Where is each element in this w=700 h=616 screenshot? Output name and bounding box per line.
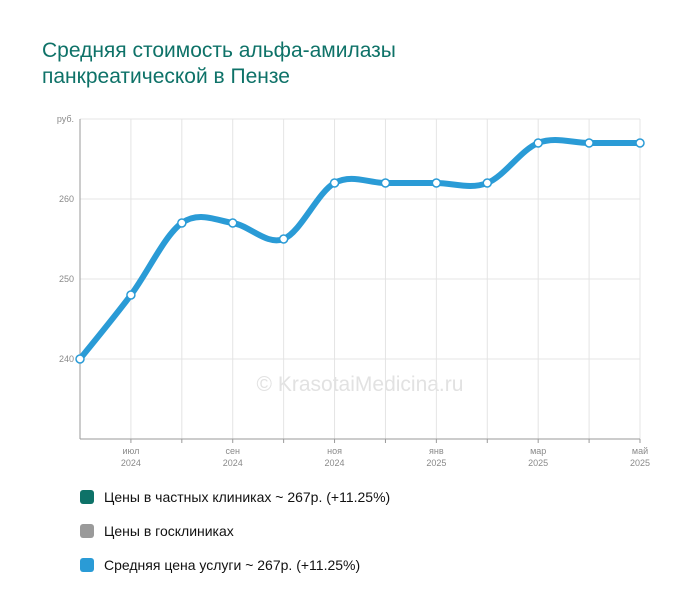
x-tick-year-label: 2024 <box>223 458 243 468</box>
data-point <box>584 138 594 148</box>
chart-title-line-2: панкреатической в Пензе <box>42 65 290 88</box>
legend-label: Цены в госклиниках <box>104 523 234 539</box>
watermark: © KrasotaiMedicina.ru <box>257 373 464 396</box>
data-point <box>533 138 543 148</box>
chart-title: Средняя стоимость альфа-амилазы панкреат… <box>42 38 642 90</box>
x-tick-year-label: 2024 <box>121 458 141 468</box>
legend-item: Цены в частных клиниках ~ 267р. (+11.25%… <box>80 488 390 506</box>
data-point <box>380 178 391 188</box>
line-chart: © KrasotaiMedicina.ru 240 250 260 руб. июл 202… <box>57 114 650 468</box>
legend-swatch <box>80 558 94 572</box>
data-point <box>329 178 340 188</box>
series-line <box>77 137 643 362</box>
x-tick-month-label: июл <box>122 446 139 456</box>
legend: Цены в частных клиниках ~ 267р. (+11.25%… <box>80 488 390 590</box>
data-point <box>75 354 85 364</box>
legend-label: Средняя цена услуги ~ 267р. (+11.25%) <box>104 557 361 573</box>
y-unit-label: руб. <box>57 114 74 124</box>
data-point <box>482 178 493 188</box>
data-point <box>126 290 136 300</box>
x-tick-year-label: 2025 <box>426 458 446 468</box>
legend-swatch <box>80 490 94 504</box>
data-point <box>635 138 645 148</box>
x-tick-month-label: май <box>632 446 648 456</box>
x-tick-month-label: ноя <box>327 446 342 456</box>
data-point <box>227 218 238 228</box>
x-tick-year-label: 2024 <box>325 458 345 468</box>
chart-title-line-1: Средняя стоимость альфа-амилазы <box>42 39 396 62</box>
y-tick-label: 250 <box>59 274 74 284</box>
y-tick-label: 260 <box>59 194 74 204</box>
x-tick-year-label: 2025 <box>630 458 650 468</box>
legend-item: Цены в госклиниках <box>80 522 390 540</box>
legend-item: Средняя цена услуги ~ 267р. (+11.25%) <box>80 556 390 574</box>
x-tick-year-label: 2025 <box>528 458 548 468</box>
data-point <box>278 234 289 244</box>
x-tick-month-label: мар <box>530 446 546 456</box>
data-point <box>177 218 187 228</box>
legend-swatch <box>80 524 94 538</box>
y-tick-label: 240 <box>59 354 74 364</box>
x-tick-month-label: сен <box>225 446 240 456</box>
legend-label: Цены в частных клиниках ~ 267р. (+11.25%… <box>104 489 391 505</box>
data-point <box>431 178 442 188</box>
x-tick-month-label: янв <box>429 446 444 456</box>
